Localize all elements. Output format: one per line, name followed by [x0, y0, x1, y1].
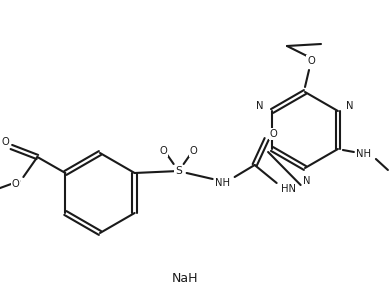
Text: O: O [12, 179, 19, 189]
Text: O: O [190, 146, 198, 156]
Text: HN: HN [281, 184, 296, 194]
Text: O: O [270, 129, 277, 139]
Text: N: N [346, 101, 354, 111]
Text: O: O [160, 146, 168, 156]
Text: NaH: NaH [172, 271, 198, 285]
Text: NH: NH [356, 149, 371, 159]
Text: O: O [2, 137, 9, 147]
Text: O: O [307, 56, 315, 66]
Text: N: N [256, 101, 264, 111]
Text: S: S [175, 166, 182, 176]
Text: N: N [303, 176, 311, 186]
Text: NH: NH [215, 178, 230, 188]
